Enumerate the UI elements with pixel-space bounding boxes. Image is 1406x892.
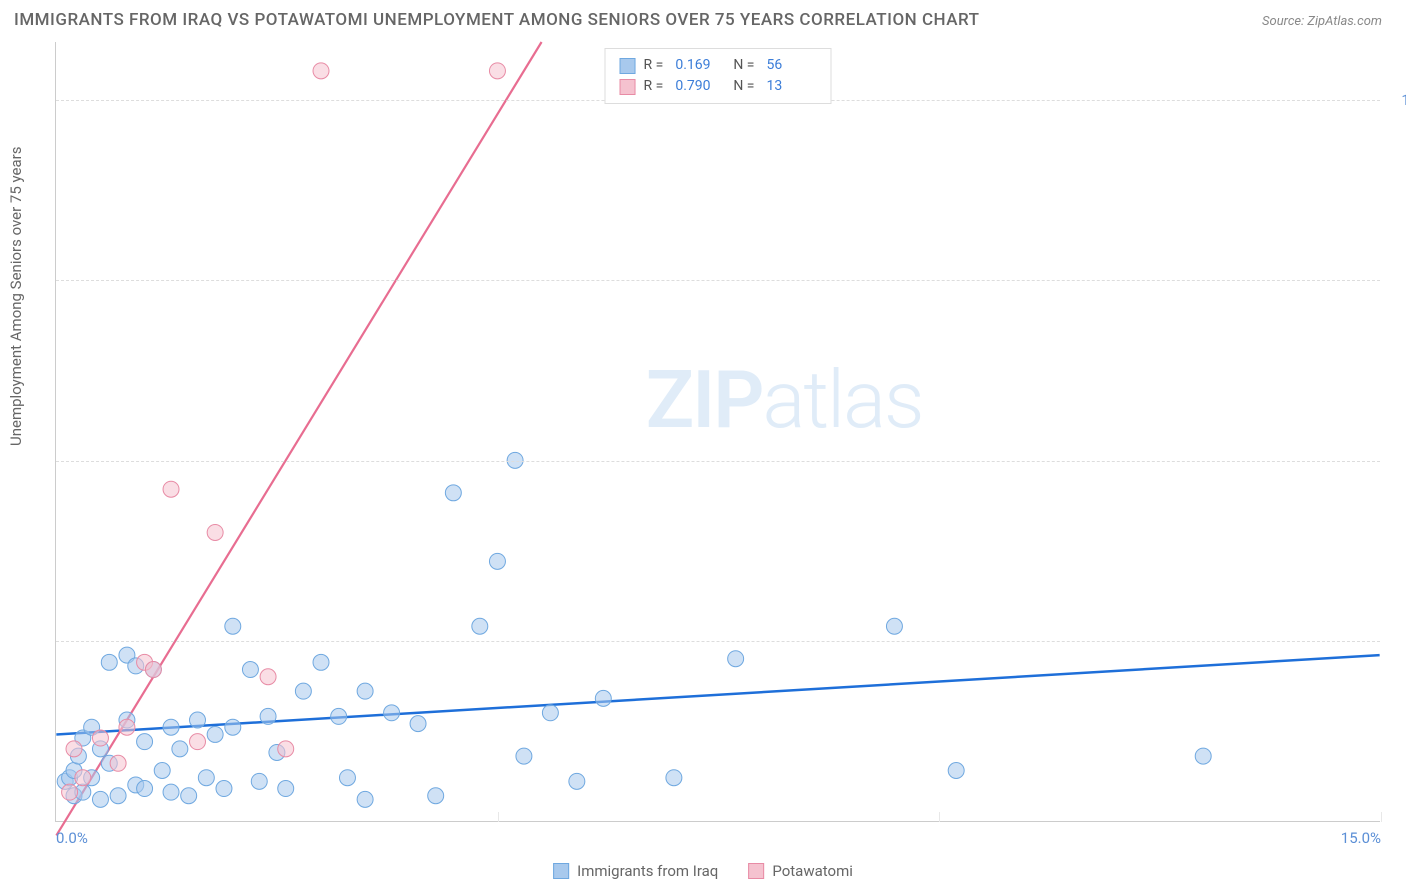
- data-point: [428, 788, 444, 804]
- swatch-icon: [620, 79, 636, 95]
- swatch-icon: [748, 863, 764, 879]
- legend-item-2: Potawatomi: [748, 862, 853, 880]
- data-point: [295, 683, 311, 699]
- data-point: [278, 741, 294, 757]
- swatch-icon: [620, 58, 636, 74]
- data-point: [172, 741, 188, 757]
- data-point: [92, 791, 108, 807]
- y-axis-label: Unemployment Among Seniors over 75 years: [7, 147, 25, 446]
- legend-row-series-1: R = 0.169 N = 56: [620, 55, 817, 76]
- legend-row-series-2: R = 0.790 N = 13: [620, 76, 817, 97]
- data-point: [728, 651, 744, 667]
- data-point: [260, 708, 276, 724]
- x-tick-mark: [939, 812, 940, 822]
- x-tick-label: 0.0%: [56, 829, 88, 847]
- data-point: [357, 791, 373, 807]
- data-point: [445, 485, 461, 501]
- data-point: [62, 784, 78, 800]
- data-point: [242, 662, 258, 678]
- legend-item-1: Immigrants from Iraq: [553, 862, 718, 880]
- data-point: [542, 705, 558, 721]
- x-tick-mark: [498, 812, 499, 822]
- correlation-legend: R = 0.169 N = 56 R = 0.790 N = 13: [605, 48, 832, 104]
- legend-label: Immigrants from Iraq: [577, 862, 718, 880]
- n-value-2: 13: [766, 76, 816, 97]
- data-point: [260, 669, 276, 685]
- series-legend: Immigrants from Iraq Potawatomi: [553, 862, 853, 880]
- n-value-1: 56: [766, 55, 816, 76]
- data-point: [216, 781, 232, 797]
- data-point: [948, 763, 964, 779]
- data-point: [1195, 748, 1211, 764]
- data-point: [225, 618, 241, 634]
- data-point: [886, 618, 902, 634]
- data-point: [595, 690, 611, 706]
- data-point: [313, 654, 329, 670]
- r-value-1: 0.169: [675, 55, 725, 76]
- data-point: [489, 63, 505, 79]
- data-point: [207, 524, 223, 540]
- gridline-horizontal: [56, 280, 1380, 281]
- y-tick-label: 50.0%: [1390, 452, 1406, 470]
- data-point: [313, 63, 329, 79]
- data-point: [101, 654, 117, 670]
- plot-svg: [56, 42, 1380, 821]
- data-point: [251, 773, 267, 789]
- gridline-horizontal: [56, 641, 1380, 642]
- data-point: [119, 719, 135, 735]
- data-point: [145, 662, 161, 678]
- x-tick-label: 15.0%: [1341, 829, 1381, 847]
- data-point: [66, 741, 82, 757]
- data-point: [137, 734, 153, 750]
- data-point: [110, 755, 126, 771]
- data-point: [384, 705, 400, 721]
- legend-label: Potawatomi: [772, 862, 853, 880]
- data-point: [163, 481, 179, 497]
- data-point: [666, 770, 682, 786]
- data-point: [569, 773, 585, 789]
- data-point: [516, 748, 532, 764]
- x-tick-mark: [1381, 812, 1382, 822]
- data-point: [225, 719, 241, 735]
- data-point: [339, 770, 355, 786]
- data-point: [181, 788, 197, 804]
- data-point: [163, 784, 179, 800]
- data-point: [410, 716, 426, 732]
- swatch-icon: [553, 863, 569, 879]
- data-point: [489, 553, 505, 569]
- data-point: [137, 781, 153, 797]
- data-point: [92, 730, 108, 746]
- data-point: [75, 770, 91, 786]
- y-tick-label: 100.0%: [1390, 91, 1406, 109]
- y-tick-label: 25.0%: [1390, 632, 1406, 650]
- data-point: [207, 726, 223, 742]
- data-point: [357, 683, 373, 699]
- data-point: [110, 788, 126, 804]
- data-point: [190, 734, 206, 750]
- chart-title: IMMIGRANTS FROM IRAQ VS POTAWATOMI UNEMP…: [14, 10, 980, 30]
- y-tick-label: 75.0%: [1390, 271, 1406, 289]
- data-point: [190, 712, 206, 728]
- data-point: [331, 708, 347, 724]
- data-point: [198, 770, 214, 786]
- gridline-horizontal: [56, 461, 1380, 462]
- data-point: [278, 781, 294, 797]
- data-point: [472, 618, 488, 634]
- correlation-chart: IMMIGRANTS FROM IRAQ VS POTAWATOMI UNEMP…: [0, 0, 1406, 892]
- data-point: [163, 719, 179, 735]
- data-point: [154, 763, 170, 779]
- plot-area: ZIPatlas R = 0.169 N = 56 R = 0.790 N = …: [55, 42, 1380, 822]
- source-attribution: Source: ZipAtlas.com: [1262, 14, 1382, 29]
- r-value-2: 0.790: [675, 76, 725, 97]
